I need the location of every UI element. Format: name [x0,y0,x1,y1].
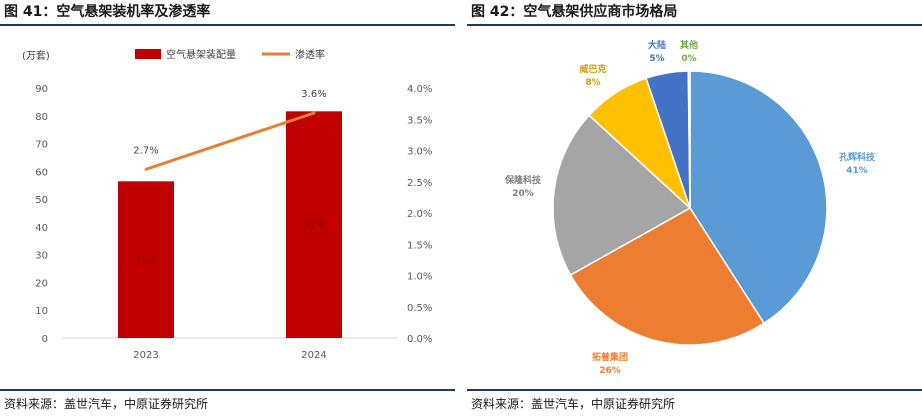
y2-tick-label: 1.0% [407,272,432,283]
x-tick-label: 2024 [301,350,326,361]
y-tick-label: 40 [35,223,48,234]
right-figure-title: 图 42：空气悬架供应商市场格局 [467,0,922,26]
y-axis-unit-label: (万套) [22,49,50,62]
y-tick-label: 20 [35,278,48,289]
pie-chart: 孔辉科技 41% 拓普集团 26% 保隆科技 20% 威巴克 8% 大陆 5% 其他 0% [504,39,876,376]
right-source-note: 资料来源：盖世汽车，中原证券研究所 [467,389,922,415]
left-source-note: 资料来源：盖世汽车，中原证券研究所 [0,389,455,415]
bar-value-label: 81.6 [304,222,324,232]
y-tick-label: 0 [42,334,48,345]
bar [118,181,174,338]
line-value-label: 3.6% [301,89,326,100]
bar [286,111,342,338]
x-tick-label: 2023 [133,350,158,361]
legend-label-bar: 空气悬架装配量 [166,48,236,61]
y2-tick-label: 4.0% [407,84,432,95]
left-figure-title: 图 41：空气悬架装机率及渗透率 [0,0,455,26]
pie-slice-percent: 0% [681,54,696,64]
pie-slice-name: 保隆科技 [504,174,542,186]
y-tick-label: 30 [35,251,48,262]
right-figure-panel: 图 42：空气悬架供应商市场格局 孔辉科技 41% 拓普集团 26% 保隆科技 20% 威巴… [467,0,922,415]
left-figure-panel: 图 41：空气悬架装机率及渗透率 (万套) 0 10 20 30 40 50 60 70 80 90… [0,0,455,415]
y2-tick-label: 2.0% [407,209,432,220]
pie-slice [569,207,766,346]
y2-tick-label: 1.5% [407,240,432,251]
pie-slice-percent: 41% [846,166,868,176]
pie-slice-name: 大陆 [648,39,666,51]
penetration-rate-line [144,111,316,171]
y2-tick-label: 2.5% [407,178,432,189]
y-tick-label: 70 [35,140,48,151]
combo-chart: (万套) 0 10 20 30 40 50 60 70 80 90 0.0% 0.5% 1.0% 1.5% 2… [22,48,432,361]
pie-slice-name: 孔辉科技 [839,151,876,163]
pie-slice-name: 拓普集团 [592,351,628,363]
pie-slice-percent: 20% [512,189,534,199]
bar-value-label: 56.4 [136,257,156,267]
y-tick-label: 60 [35,167,48,178]
y-tick-label: 90 [35,84,48,95]
pie-slice-percent: 8% [585,78,600,88]
y-tick-label: 10 [35,306,48,317]
y2-tick-label: 3.0% [407,147,432,158]
legend-swatch-bar [135,49,161,59]
y2-tick-label: 0.0% [407,334,432,345]
pie-slice-name: 威巴克 [579,63,606,75]
y2-tick-label: 3.5% [407,115,432,126]
pie-slice-name: 其他 [680,39,698,51]
pie-slice-percent: 26% [599,366,621,376]
line-value-label: 2.7% [133,145,158,156]
pie-slice [552,114,692,277]
pie-slice [687,70,691,209]
legend-label-line: 渗透率 [295,48,325,61]
y-tick-label: 50 [35,195,48,206]
y-tick-label: 80 [35,112,48,123]
y2-tick-label: 0.5% [407,303,432,314]
pie-slice-percent: 5% [649,54,664,64]
